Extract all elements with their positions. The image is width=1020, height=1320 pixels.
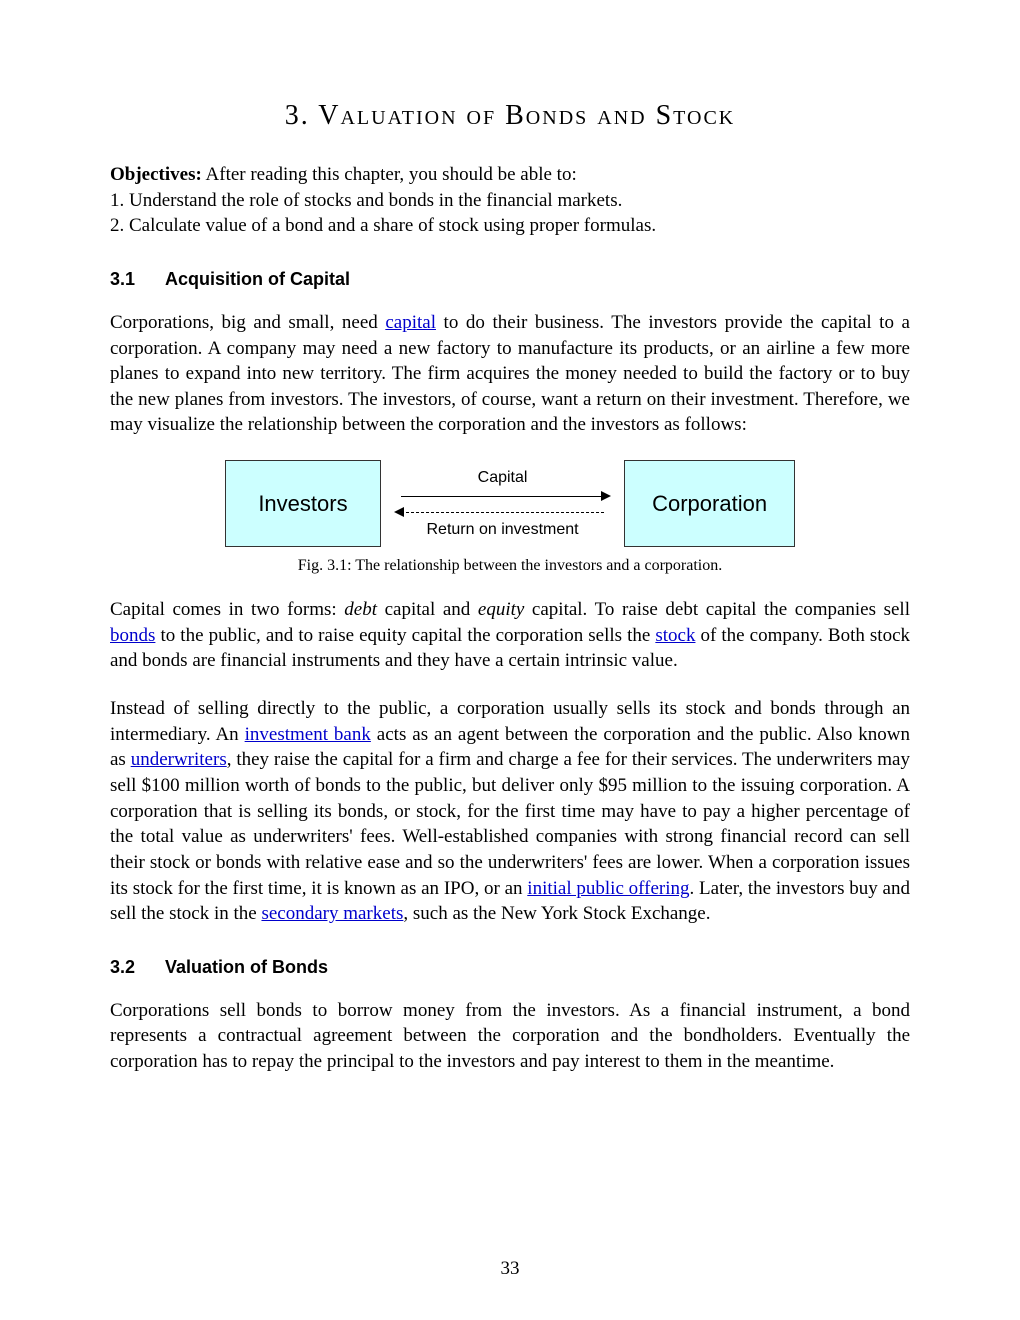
section-1-para-1: Corporations, big and small, need capita…: [110, 310, 910, 438]
diagram-box-corporation: Corporation: [624, 460, 795, 547]
section-heading-3-1: 3.1Acquisition of Capital: [110, 269, 910, 290]
link-stock[interactable]: stock: [655, 625, 695, 646]
arrow-left-icon: [394, 507, 404, 517]
diagram-box-investors: Investors: [225, 460, 381, 547]
link-bonds[interactable]: bonds: [110, 625, 155, 646]
section-title: Acquisition of Capital: [165, 269, 350, 289]
text-run: capital. To raise debt capital the compa…: [524, 599, 910, 620]
link-investment-bank[interactable]: investment bank: [245, 724, 371, 745]
section-1-para-2: Capital comes in two forms: debt capital…: [110, 597, 910, 674]
arrow-right-icon: [601, 491, 611, 501]
link-ipo[interactable]: initial public offering: [527, 878, 689, 899]
link-capital[interactable]: capital: [385, 312, 436, 333]
text-run: to the public, and to raise equity capit…: [155, 625, 655, 646]
objectives-label: Objectives:: [110, 164, 202, 185]
section-2-para-1: Corporations sell bonds to borrow money …: [110, 998, 910, 1075]
text-run: , such as the New York Stock Exchange.: [403, 903, 710, 924]
objectives-block: Objectives: After reading this chapter, …: [110, 162, 910, 239]
section-number: 3.2: [110, 957, 165, 978]
arrow-capital: [381, 488, 624, 504]
chapter-title: 3. Valuation of Bonds and Stock: [110, 100, 910, 132]
text-run: , they raise the capital for a firm and …: [110, 749, 910, 898]
text-run: capital and: [377, 599, 478, 620]
diagram-caption: Fig. 3.1: The relationship between the i…: [110, 557, 910, 575]
link-underwriters[interactable]: underwriters: [131, 749, 227, 770]
diagram-arrows: Capital Return on investment: [381, 468, 624, 540]
text-run: Corporations, big and small, need: [110, 312, 385, 333]
text-run: Capital comes in two forms:: [110, 599, 344, 620]
page-number: 33: [0, 1258, 1020, 1280]
diagram-3-1: Investors Capital Return on investment C…: [225, 460, 795, 547]
link-secondary-markets[interactable]: secondary markets: [261, 903, 403, 924]
objectives-intro: After reading this chapter, you should b…: [202, 164, 577, 185]
arrow-label-return: Return on investment: [427, 521, 579, 539]
objective-item-2: 2. Calculate value of a bond and a share…: [110, 215, 656, 236]
section-number: 3.1: [110, 269, 165, 290]
objective-item-1: 1. Understand the role of stocks and bon…: [110, 190, 622, 211]
section-1-para-3: Instead of selling directly to the publi…: [110, 696, 910, 927]
arrow-label-capital: Capital: [478, 469, 528, 487]
text-equity: equity: [478, 599, 524, 620]
arrow-return: [381, 504, 624, 520]
section-title: Valuation of Bonds: [165, 957, 328, 977]
section-heading-3-2: 3.2Valuation of Bonds: [110, 957, 910, 978]
text-debt: debt: [344, 599, 377, 620]
